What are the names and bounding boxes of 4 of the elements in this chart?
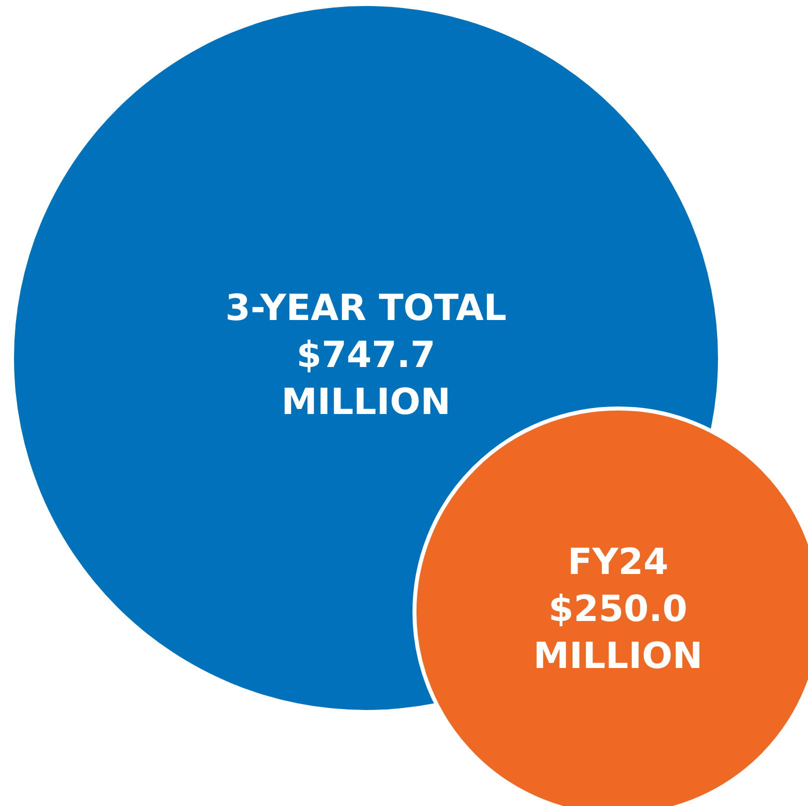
data-label: $747.7 MILLION <box>281 335 451 423</box>
category-label: 3-YEAR TOTAL <box>225 288 507 330</box>
category-label: FY24 <box>568 542 668 584</box>
data-label: $250.0 MILLION <box>533 589 703 677</box>
